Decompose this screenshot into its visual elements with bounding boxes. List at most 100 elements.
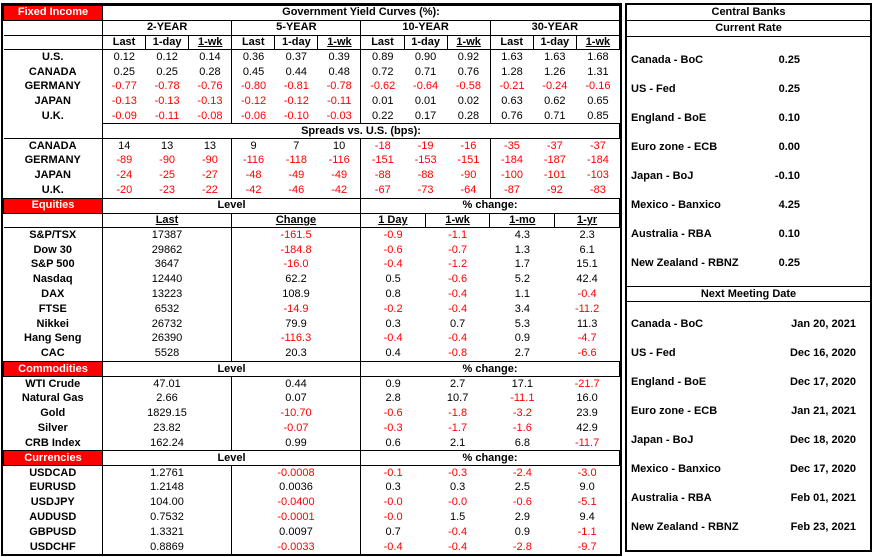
value-cell: 6.1 [579,243,595,256]
value-cell: -46 [288,183,305,196]
bank-rate: 0.10 [778,227,800,240]
value-cell: -18 [374,139,391,152]
meeting-date: Jan 21, 2021 [791,405,856,418]
value-cell: 0.3 [385,481,401,494]
value-cell: 0.8 [385,288,401,301]
value-cell: 0.7532 [102,510,232,525]
value-cell: -11.1 [510,392,535,405]
value-cell: -0.1 [383,466,403,479]
col-header-1mo: 1-mo [489,212,556,229]
value-cell: -89 [116,154,133,167]
row-label: Nikkei [3,316,103,332]
central-bank-meeting-row: Mexico - Banxico Dec 17, 2020 [627,463,870,475]
value-cell: -116.3 [231,331,362,347]
value-cell: -0.0008 [231,465,362,481]
row-label: U.K. [3,183,103,198]
value-cell: 0.3 [449,481,466,494]
col-header-1wk: 1-wk [446,34,491,51]
value-cell: 1.63 [544,51,566,64]
value-cell: 0.71 [544,109,566,122]
pct-change-header: % change: [360,197,620,214]
value-cell: 10 [317,138,362,154]
row-label: FTSE [3,301,103,317]
bank-name: New Zealand - RBNZ [631,521,739,533]
value-cell: -0.4 [577,288,597,301]
value-cell: 1.31 [587,65,609,78]
value-cell: -0.0 [383,496,403,509]
value-cell: 29862 [102,242,232,258]
value-cell: 2.7 [449,377,466,390]
equity-row: S&P/TSX 17387 -161.5 -0.9 -1.1 4.3 2.3 [3,227,620,243]
value-cell: -23 [159,183,176,196]
meeting-date: Dec 17, 2020 [789,376,856,389]
value-cell: -184.8 [231,242,362,258]
tenor-header-5year: 5-YEAR [231,19,362,36]
value-cell: -0.78 [317,79,362,95]
central-bank-rate-row: England - BoE 0.10 [627,112,870,124]
meeting-date: Feb 01, 2021 [790,492,856,505]
value-cell: -90 [159,154,176,167]
value-cell: 0.85 [587,109,609,122]
value-cell: -101 [543,169,566,182]
value-cell: -2.8 [512,540,532,553]
value-cell: -100 [500,169,523,182]
value-cell: -3.0 [577,466,597,479]
value-cell: -1.1 [448,229,468,242]
value-cell: -0.09 [111,109,137,122]
value-cell: -83 [589,183,606,196]
commodities-header-row: Commodities Level % change: [3,361,620,377]
col-header-1day: 1 Day [360,212,426,229]
bank-name: England - BoE [631,111,707,124]
value-cell: -0.6 [383,406,403,419]
currencies-table: Currencies Level % change: USDCAD 1.2761-… [3,450,620,555]
value-cell: 0.44 [285,65,308,78]
value-cell: 1.2148 [102,480,232,496]
value-cell: -0.4 [448,288,468,301]
value-cell: 6.8 [514,436,530,449]
value-cell: 17.1 [511,377,534,390]
value-cell: 0.7 [449,317,466,330]
value-cell: -0.03 [317,109,362,124]
spacer-cell [3,123,103,140]
value-cell: -0.4 [383,258,403,271]
tenor-header-row: 2-YEAR 5-YEAR 10-YEAR 30-YEAR [3,19,621,36]
row-label: U.K. [3,109,103,124]
meeting-date: Dec 17, 2020 [789,463,856,476]
value-cell: -14.9 [231,301,362,317]
row-label: GBPUSD [3,524,103,540]
commodities-table: Commodities Level % change: WTI Crude 47.… [3,361,620,451]
col-header-last: Last [102,212,232,229]
value-cell: 0.17 [414,109,437,122]
bank-rate: 0.25 [778,82,800,95]
row-label: Nasdaq [3,272,103,288]
value-cell: 0.01 [372,95,394,108]
value-cell: 9 [250,139,257,152]
value-cell: 0.65 [587,95,609,108]
spread-row: CANADA 14 13 13 9 7 10 -18 -19 -16 -35 -37 -37 [3,138,620,154]
bank-name: Mexico - Banxico [631,463,721,476]
value-cell: -0.2 [383,302,403,315]
value-cell: 0.6 [385,436,401,449]
value-cell: 1.2761 [102,465,232,481]
equity-row: S&P 500 3647 -16.0 -0.4 -1.2 1.7 15.1 [3,257,620,273]
value-cell: -1.6 [512,421,532,434]
value-cell: -21.7 [574,377,600,390]
value-cell: 0.89 [372,51,394,64]
row-label: JAPAN [3,168,103,184]
value-cell: -24 [116,169,133,182]
value-cell: -49 [288,169,305,182]
value-cell: 0.3 [385,317,401,330]
value-cell: 20.3 [231,346,362,362]
equity-row: Nasdaq 12440 62.2 0.5 -0.6 5.2 42.4 [3,272,620,288]
central-banks-panel: Central Banks Current Rate Canada - BoC 0… [625,3,872,552]
value-cell: -0.6 [512,496,532,509]
value-cell: -0.62 [370,80,396,93]
equities-subheader-row: Last Change 1 Day 1-wk 1-mo 1-yr [3,212,620,229]
value-cell: -0.76 [188,79,233,95]
spread-row: GERMANY -89 -90 -90 -116 -118 -116 -151 -153 -151… [3,153,620,169]
value-cell: 104.00 [102,495,232,511]
value-cell: -42 [317,183,362,198]
value-cell: -16.0 [231,257,362,273]
fixed-income-table: Fixed Income Government Yield Curves (%)… [3,5,621,198]
bank-rate: 0.25 [778,53,800,66]
